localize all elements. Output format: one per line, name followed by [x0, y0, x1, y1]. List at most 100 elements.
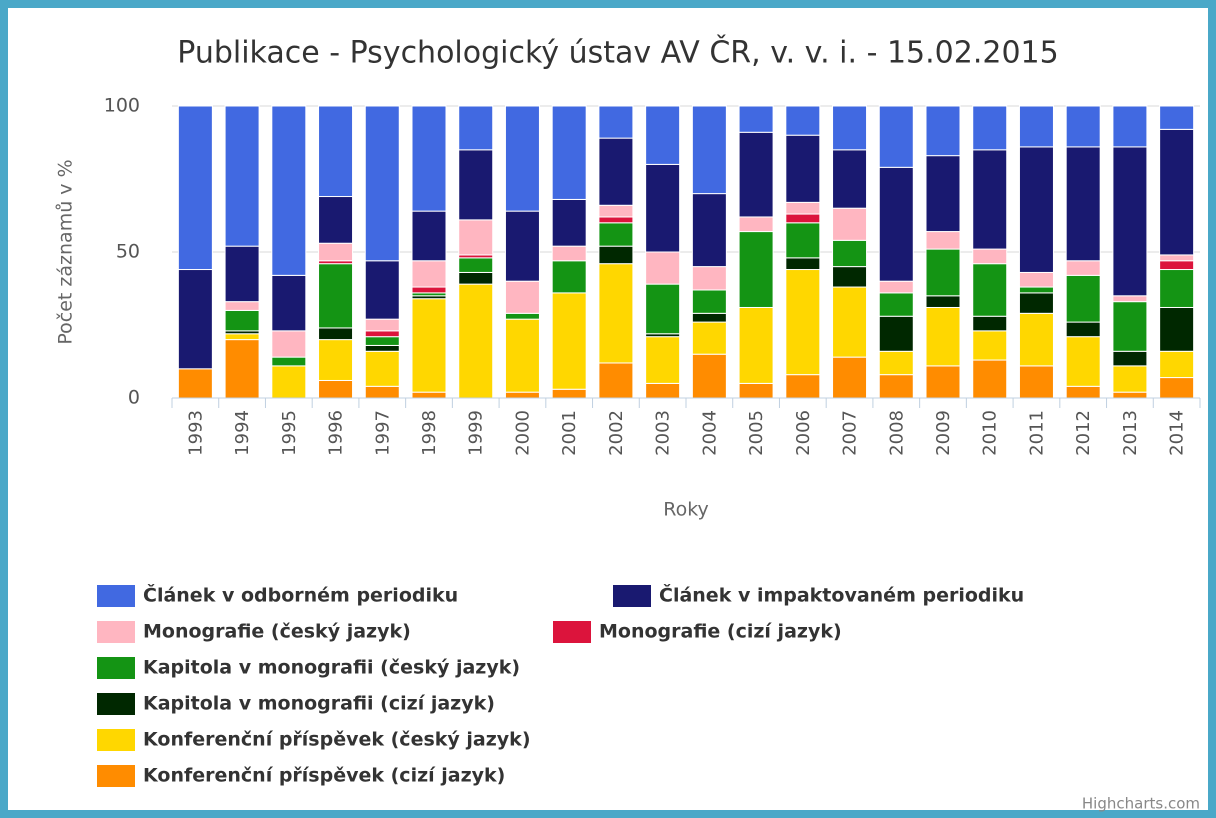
x-tick-label: 2011 [1026, 410, 1047, 456]
bar-segment [364, 350, 400, 387]
bar-segment [691, 266, 727, 291]
bar-segment [1065, 146, 1101, 262]
bar-segment [878, 350, 914, 376]
bar-segment [598, 137, 634, 206]
bar-segment [598, 362, 634, 399]
bar-segment [458, 257, 494, 273]
bar-segment [551, 105, 587, 200]
bar-segment [598, 204, 634, 218]
legend-symbol [97, 657, 135, 679]
bar-segment [504, 105, 540, 212]
y-axis-label: Počet záznamů v % [55, 159, 77, 344]
bar-segment [271, 105, 307, 276]
x-tick-label: 1999 [466, 410, 487, 456]
bar-segment [738, 231, 774, 308]
bar-segment [972, 263, 1008, 317]
bar-segment [598, 263, 634, 364]
bar-segment [458, 283, 494, 399]
bar-segment [738, 306, 774, 384]
bar-segment [785, 105, 821, 136]
bar-segment [551, 388, 587, 399]
legend-label: Konferenční příspěvek (cizí jazyk) [143, 765, 505, 787]
bar-segment [1018, 286, 1054, 294]
bar-segment [1065, 385, 1101, 399]
legend-label: Monografie (český jazyk) [143, 621, 411, 643]
bar-segment [645, 251, 681, 285]
bar-segment [551, 292, 587, 390]
bar-segment [551, 260, 587, 294]
bar-segment [832, 356, 868, 399]
bar-segment [364, 336, 400, 346]
legend-symbol [613, 585, 651, 607]
bar-segment [551, 198, 587, 247]
bar-segment [832, 149, 868, 209]
bar-segment [1018, 312, 1054, 367]
bar-segment [504, 391, 540, 399]
bar-segment [177, 368, 213, 399]
bar-segment [1159, 350, 1195, 379]
bar-segment [1112, 295, 1148, 303]
y-tick-label: 0 [128, 387, 140, 409]
bar-segment [224, 245, 260, 303]
x-tick-label: 1994 [232, 410, 253, 456]
bar-segment [691, 289, 727, 314]
bar-segment [551, 245, 587, 262]
bar-segment [1112, 365, 1148, 393]
credits: Highcharts.com [1082, 795, 1200, 813]
bar-segment [645, 163, 681, 253]
bar-segment [645, 105, 681, 165]
bar-segment [785, 257, 821, 271]
bar-segment [318, 379, 354, 399]
bar-segment [645, 283, 681, 335]
bar-segment [271, 274, 307, 332]
x-tick-label: 2014 [1167, 410, 1188, 456]
bar-segment [411, 298, 447, 393]
bar-segment [1112, 350, 1148, 367]
bar-segment [224, 309, 260, 332]
bar-segment [832, 207, 868, 241]
bar-segment [411, 286, 447, 294]
bar-segment [1018, 271, 1054, 288]
bar-segment [271, 365, 307, 399]
x-tick-label: 1997 [372, 410, 393, 456]
bar-segment [1159, 260, 1195, 271]
bar-segment [785, 201, 821, 215]
bar-segment [738, 131, 774, 218]
bar-segment [1018, 292, 1054, 314]
bar-segment [972, 315, 1008, 332]
bar-segment [598, 216, 634, 224]
bar-segment [1018, 105, 1054, 148]
bar-segment [1159, 105, 1195, 130]
bar-segment [691, 193, 727, 268]
bar-segment [364, 260, 400, 320]
bar-segment [318, 327, 354, 341]
bar-segment [645, 382, 681, 399]
legend-label: Konferenční příspěvek (český jazyk) [143, 729, 531, 751]
bar-segment [1112, 146, 1148, 297]
bar-segment [318, 263, 354, 329]
bar-segment [224, 339, 260, 399]
bar-segment [925, 306, 961, 367]
x-tick-label: 1995 [279, 410, 300, 456]
legend-symbol [97, 693, 135, 715]
bar-segment [878, 374, 914, 399]
x-tick-label: 2003 [653, 410, 674, 456]
x-tick-label: 2008 [886, 410, 907, 456]
bar-segment [1112, 391, 1148, 399]
bar-segment [972, 330, 1008, 361]
bar-segment [411, 210, 447, 262]
x-tick-label: 2009 [933, 410, 954, 456]
bar-segment [364, 385, 400, 399]
bar-segment [1112, 301, 1148, 352]
x-tick-label: 2001 [559, 410, 580, 456]
bar-segment [878, 166, 914, 282]
bar-segment [738, 382, 774, 399]
x-tick-label: 1996 [326, 410, 347, 456]
bar-segment [1159, 254, 1195, 262]
legend-symbol [97, 621, 135, 643]
bar-segment [318, 105, 354, 198]
bar-segment [364, 318, 400, 332]
bar-segment [318, 196, 354, 244]
bar-segment [738, 105, 774, 133]
